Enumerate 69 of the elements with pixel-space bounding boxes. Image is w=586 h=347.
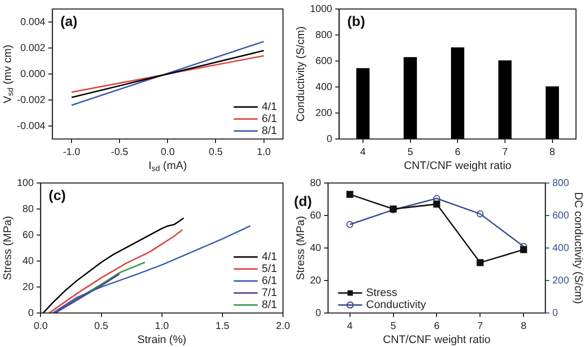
y-tick-label: 0 <box>326 134 333 145</box>
annotation: (c) <box>48 186 66 203</box>
legend-label: 4/1 <box>262 101 278 114</box>
y-tick-label: -0.004 <box>16 120 46 132</box>
y-tick-label: 0.004 <box>20 16 46 28</box>
x-axis-title: CNT/CNF weight ratio <box>382 334 491 346</box>
y-tick-label: 80 <box>310 178 322 189</box>
x-tick-label: 1.0 <box>256 146 272 158</box>
legend-label: 5/1 <box>262 263 278 276</box>
text: (d) <box>294 192 312 209</box>
x-tick-label: 2.0 <box>276 320 290 332</box>
legend-label: 6/1 <box>262 275 278 288</box>
y-axis-title: Vsd (mv cm) <box>2 44 16 104</box>
y2-tick-label: 200 <box>552 275 570 286</box>
x-tick-label: 7 <box>502 146 508 158</box>
y2-axis-title: DC conductivity (S/cm) <box>572 192 584 304</box>
x-axis-title: CNT/CNF weight ratio <box>404 160 512 172</box>
y-axis-title: Stress (MPa) <box>2 216 14 280</box>
y-tick-label: 20 <box>22 282 34 293</box>
x-tick-label: 4 <box>360 146 366 158</box>
x-tick-label: 5 <box>407 146 414 158</box>
y2-tick-label: 0 <box>552 308 558 319</box>
y-tick-label: 100 <box>16 178 34 189</box>
y-axis-title: Conductivity (S/cm) <box>295 26 308 122</box>
x-tick-label: 8 <box>520 320 527 332</box>
x-tick-label: 7 <box>477 320 484 332</box>
y2-tick-label: 400 <box>552 242 570 254</box>
y-tick-label: 600 <box>316 56 333 67</box>
annotation: (a) <box>60 12 78 29</box>
legend-label: 6/1 <box>262 113 278 126</box>
x-tick-label: 0.0 <box>160 146 176 158</box>
y-tick-label: 0 <box>28 308 34 319</box>
y-tick-label: -0.002 <box>16 94 46 106</box>
y-tick-label: 40 <box>22 256 34 267</box>
y-tick-label: 80 <box>22 204 34 215</box>
x-tick-label: -1.0 <box>62 146 81 158</box>
y2-tick-label: 800 <box>552 178 570 189</box>
y-tick-label: 0 <box>316 308 322 319</box>
annotation: (b) <box>347 12 366 29</box>
legend-label: 8/1 <box>262 299 278 312</box>
x-tick-label: 6 <box>454 146 461 158</box>
x-tick-label: 1.0 <box>154 320 170 332</box>
x-tick-label: 1.5 <box>215 320 230 332</box>
x-tick-label: 0.0 <box>34 320 48 332</box>
legend-label: 7/1 <box>262 287 278 300</box>
y-tick-label: 60 <box>22 230 34 241</box>
y2-tick-label: 600 <box>552 210 570 222</box>
legend-label: 8/1 <box>262 125 278 138</box>
x-tick-label: 0.5 <box>208 146 224 158</box>
x-tick-label: 6 <box>434 320 440 332</box>
y-tick-label: 200 <box>316 108 333 119</box>
x-tick-label: 5 <box>390 320 396 332</box>
x-tick-label: -0.5 <box>111 146 129 158</box>
y-tick-label: 0.002 <box>20 42 46 54</box>
y-tick-label: 400 <box>316 82 333 93</box>
legend-label: 4/1 <box>262 251 278 264</box>
y-tick-label: 60 <box>310 210 322 222</box>
y-tick-label: 800 <box>316 30 333 41</box>
legend-label: Conductivity <box>366 299 427 312</box>
y-tick-label: 1000 <box>310 4 333 15</box>
x-tick-label: 8 <box>550 146 556 158</box>
x-axis-title: Strain (%) <box>137 334 186 346</box>
x-tick-label: 4 <box>347 320 354 332</box>
y-tick-label: 40 <box>310 242 322 254</box>
x-tick-label: 0.5 <box>94 320 109 332</box>
y-tick-label: 0.000 <box>20 68 46 80</box>
y-axis-title: Stress (MPa) <box>295 216 308 280</box>
y-tick-label: 20 <box>310 275 322 286</box>
legend-label: Stress <box>366 287 398 300</box>
